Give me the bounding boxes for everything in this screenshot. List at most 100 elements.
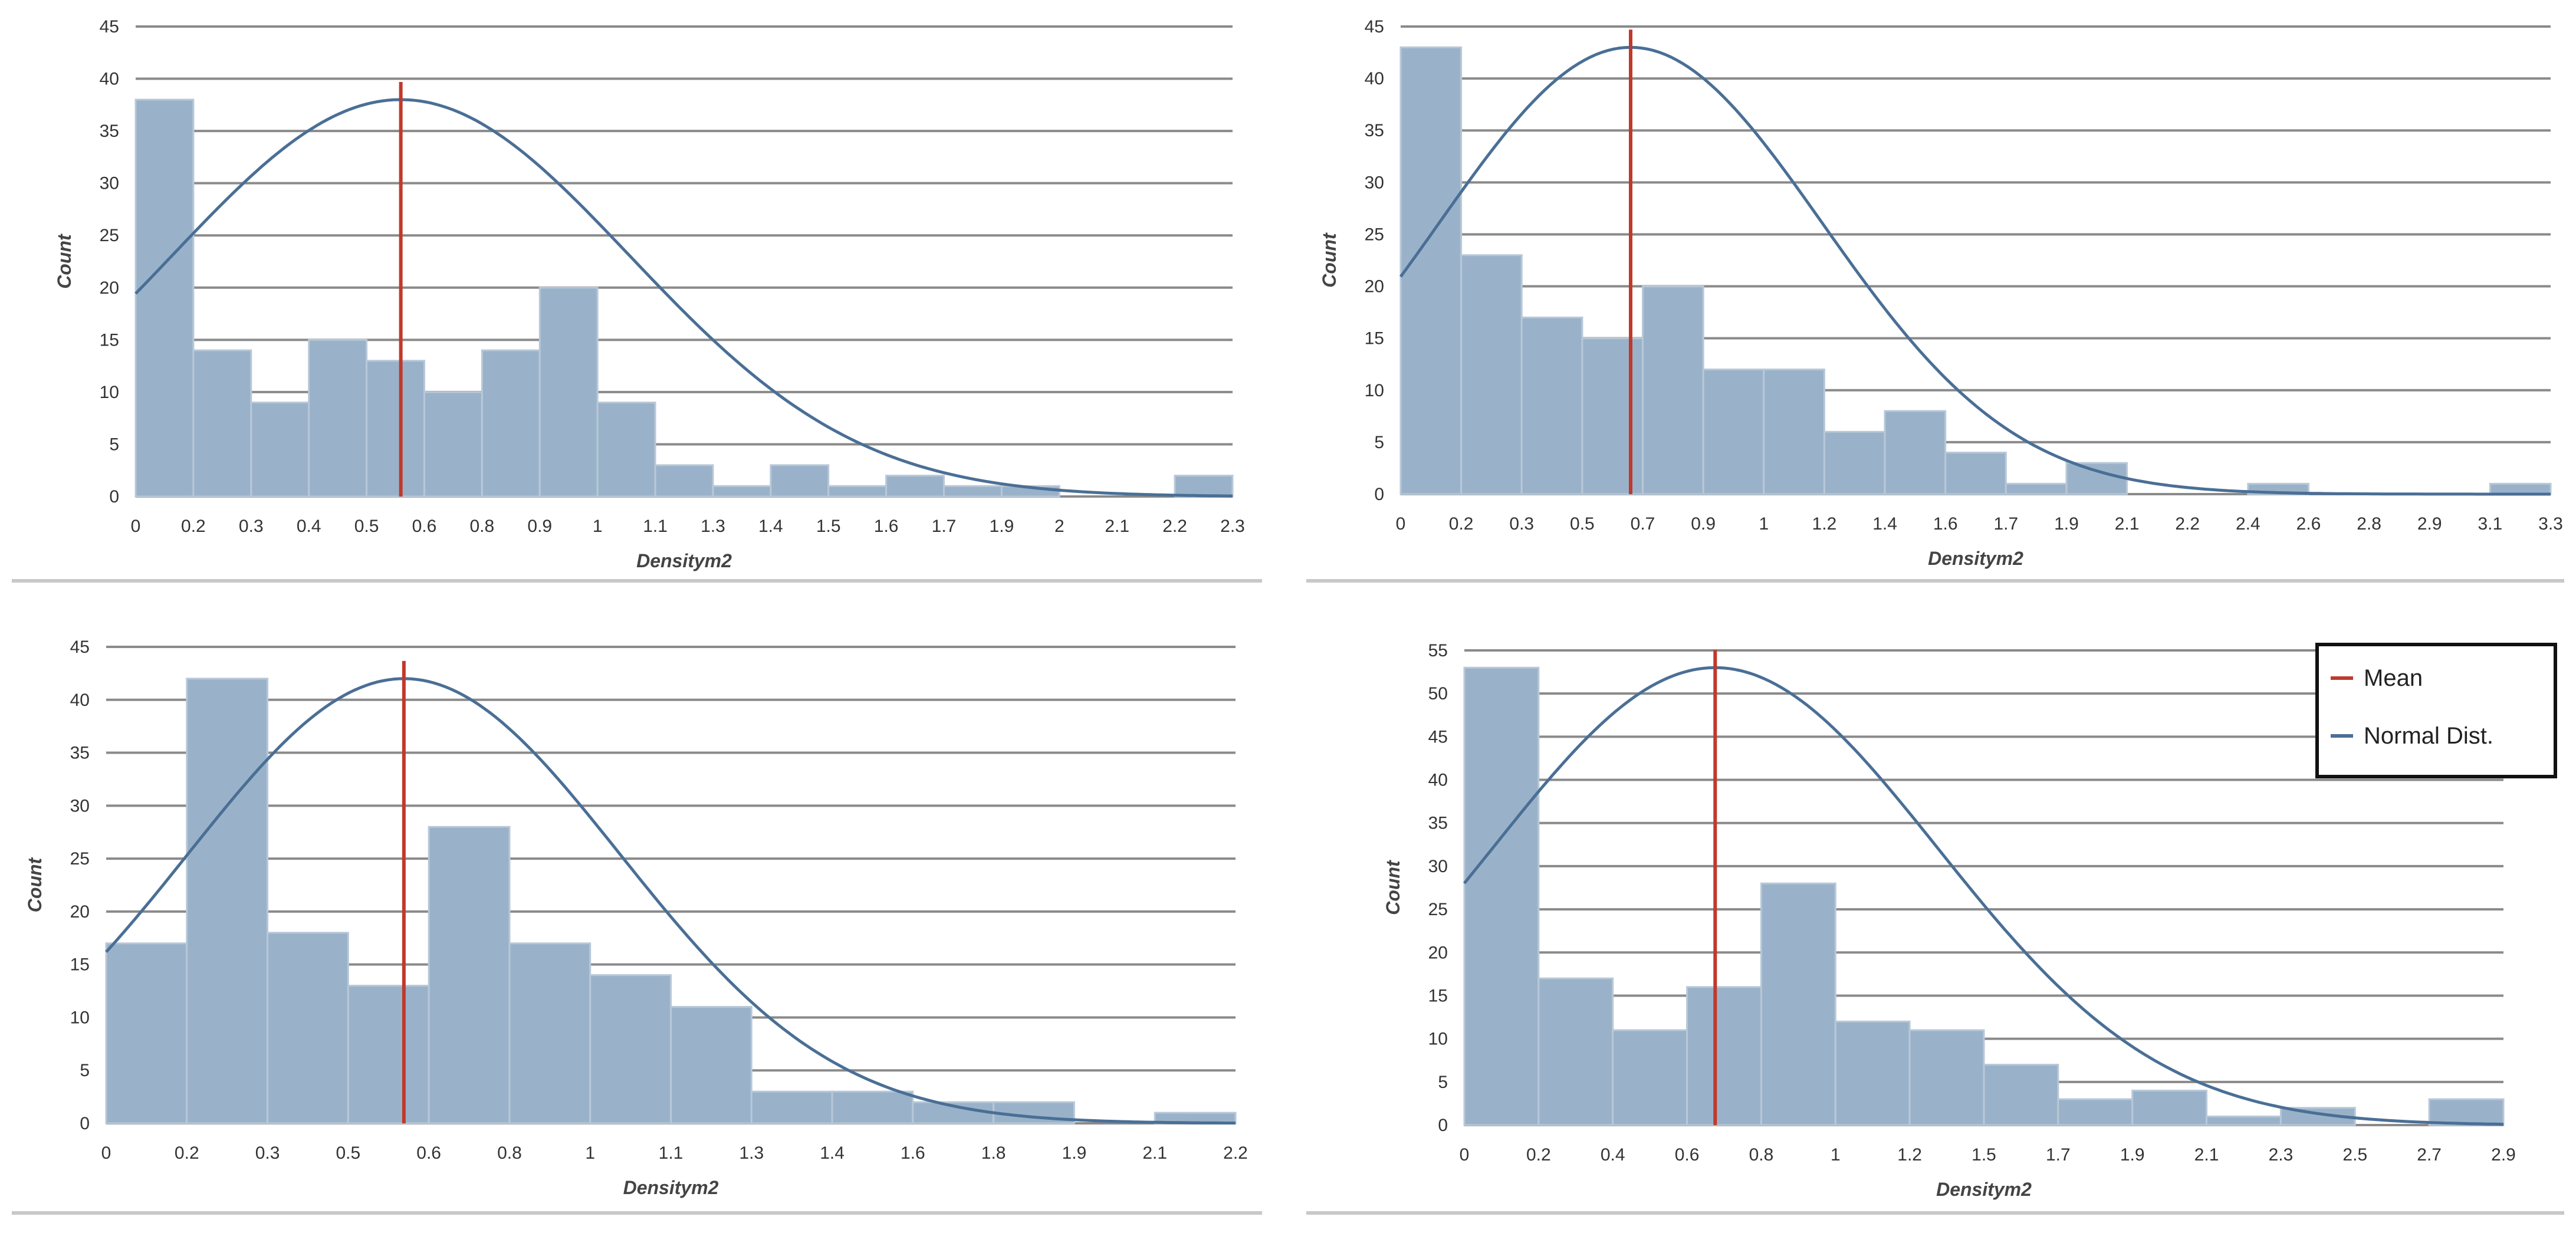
x-tick-label: 2.2 — [1223, 1143, 1248, 1163]
histogram-bar — [508, 942, 592, 1125]
histogram-bar — [712, 485, 772, 498]
y-tick-label: 10 — [1428, 1030, 1448, 1049]
histogram-bar — [134, 98, 195, 498]
x-tick-label: 1.1 — [643, 517, 668, 536]
histogram-bar — [827, 485, 888, 498]
x-tick-label: 2.8 — [2357, 514, 2381, 534]
x-tick-label: 0.9 — [527, 517, 552, 536]
x-tick-label: 1.3 — [701, 517, 725, 536]
histogram-bar — [366, 360, 425, 498]
y-tick-label: 30 — [1365, 173, 1384, 192]
y-tick-label: 50 — [1428, 684, 1448, 703]
histogram-chart-1: 0 5 10 15 20 25 30 35 40 45 0 0.2 0.3 0.4 0.5 0.6 0.8 0.9… — [12, 17, 1262, 583]
x-tick-label: 1.9 — [2120, 1145, 2145, 1165]
y-tick-label: 0 — [80, 1114, 90, 1133]
x-axis-label: Densitym2 — [636, 550, 732, 571]
histogram-bar — [1944, 452, 2007, 495]
y-tick-label: 40 — [1365, 69, 1384, 88]
histogram-bar — [943, 485, 1003, 498]
x-tick-label: 2.1 — [2194, 1145, 2219, 1165]
y-tick-label: 40 — [100, 70, 119, 89]
x-tick-label: 1.5 — [816, 517, 841, 536]
histogram-bar — [750, 1090, 833, 1125]
histogram-bar — [1581, 337, 1644, 495]
x-tick-label: 0.3 — [239, 517, 264, 536]
histogram-bar — [2065, 462, 2128, 495]
y-tick-label: 25 — [100, 226, 119, 245]
x-tick-label: 2.5 — [2342, 1145, 2367, 1165]
histogram-bar — [654, 464, 714, 498]
histogram-bar — [2057, 1098, 2134, 1126]
x-tick-label: 0.4 — [1601, 1145, 1625, 1165]
x-tick-label: 1.4 — [820, 1143, 845, 1163]
x-tick-label: 1.4 — [1872, 514, 1897, 534]
y-tick-label: 35 — [1365, 121, 1384, 140]
y-tick-label: 15 — [1428, 986, 1448, 1005]
y-tick-label: 0 — [1374, 485, 1384, 504]
x-tick-label: 1.6 — [1933, 514, 1958, 534]
y-tick-label: 40 — [1428, 771, 1448, 790]
histogram-bar — [1884, 410, 1947, 495]
x-tick-label: 1.3 — [739, 1143, 764, 1163]
y-tick-label: 55 — [1428, 641, 1448, 660]
histogram-bar — [538, 287, 599, 498]
y-tick-label: 25 — [70, 849, 90, 869]
x-tick-label: 0.2 — [181, 517, 206, 536]
histogram-bar — [1702, 369, 1765, 495]
histogram-bar — [1612, 1029, 1688, 1126]
histogram-bar — [1463, 666, 1540, 1126]
x-tick-label: 0.5 — [354, 517, 379, 536]
histogram-bar — [105, 942, 188, 1125]
y-tick-label: 0 — [109, 487, 119, 507]
chart-legend: Mean Normal Dist. — [2315, 643, 2557, 778]
x-tick-label: 1.7 — [932, 517, 957, 536]
x-tick-label: 2.1 — [2115, 514, 2140, 534]
x-tick-label: 2.1 — [1105, 517, 1129, 536]
x-axis-label: Densitym2 — [623, 1177, 719, 1198]
y-tick-label: 10 — [70, 1008, 90, 1027]
y-tick-label: 5 — [1438, 1073, 1448, 1092]
x-tick-label: 3.3 — [2538, 514, 2563, 534]
legend-label-normal: Normal Dist. — [2364, 722, 2494, 749]
y-tick-label: 5 — [1374, 433, 1384, 452]
x-tick-label: 0 — [101, 1143, 111, 1163]
histogram-bar — [596, 402, 656, 498]
x-tick-label: 2.2 — [1162, 517, 1187, 536]
x-tick-label: 2.7 — [2417, 1145, 2442, 1165]
x-tick-label: 2 — [1054, 517, 1064, 536]
x-tick-label: 1.2 — [1897, 1145, 1922, 1165]
histogram-bar — [347, 985, 430, 1125]
histogram-chart-3: 0 5 10 15 20 25 30 35 40 45 0 0.2 0.3 0.5 0.6 0.8 1 1.1 1.… — [12, 637, 1262, 1215]
y-tick-label: 5 — [80, 1061, 90, 1080]
histogram-bar — [1174, 475, 1234, 498]
y-tick-label: 25 — [1365, 225, 1384, 244]
x-tick-label: 0.6 — [416, 1143, 441, 1163]
y-axis-label: Count — [54, 234, 75, 289]
histogram-bar — [770, 464, 830, 498]
x-tick-label: 0.6 — [412, 517, 437, 536]
y-tick-label: 20 — [1428, 943, 1448, 962]
histogram-bar — [1399, 46, 1463, 495]
histogram-bar — [186, 678, 269, 1125]
x-axis-label: Densitym2 — [1936, 1179, 2032, 1200]
x-tick-label: 0.4 — [297, 517, 321, 536]
x-tick-label: 1.6 — [901, 1143, 925, 1163]
x-tick-label: 0 — [1460, 1145, 1470, 1165]
y-tick-label: 20 — [70, 902, 90, 922]
x-tick-label: 0.5 — [336, 1143, 360, 1163]
histogram-bar — [1460, 254, 1523, 495]
x-tick-label: 1 — [1759, 514, 1769, 534]
normal-dist-curve — [1399, 45, 2551, 496]
legend-swatch-normal — [2331, 734, 2353, 738]
x-tick-label: 1.9 — [2054, 514, 2079, 534]
x-tick-label: 0.3 — [1509, 514, 1534, 534]
y-tick-label: 15 — [100, 330, 119, 350]
histogram-bar — [2005, 482, 2068, 495]
histogram-chart-2: 0 5 10 15 20 25 30 35 40 45 0 0.2 0.3 0.5 0.7 0.9 1 1.2 1.… — [1306, 17, 2564, 583]
x-tick-label: 0.8 — [470, 517, 495, 536]
legend-swatch-mean — [2331, 676, 2353, 680]
x-tick-label: 0.8 — [1749, 1145, 1774, 1165]
histogram-bar — [250, 402, 310, 498]
x-tick-label: 0.8 — [497, 1143, 522, 1163]
x-tick-label: 1 — [593, 517, 603, 536]
